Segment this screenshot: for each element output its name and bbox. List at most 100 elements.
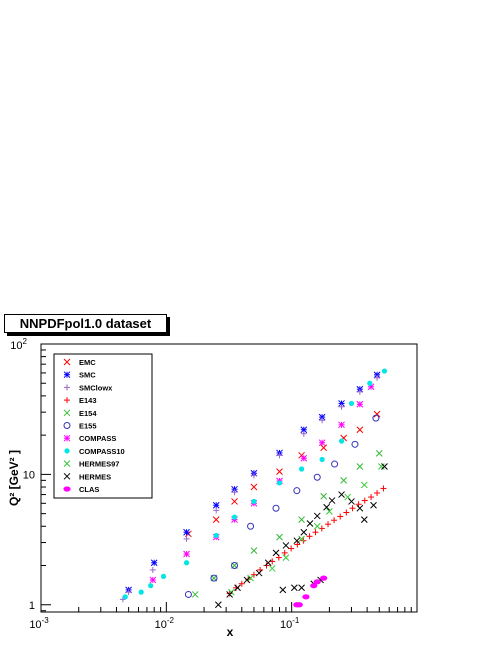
data-point	[313, 512, 321, 520]
data-point	[356, 504, 364, 512]
data-point	[373, 410, 381, 418]
data-point	[231, 498, 238, 505]
data-point	[183, 528, 190, 536]
legend-marker	[63, 358, 71, 366]
data-point	[298, 466, 305, 472]
y-tick-label: 102	[10, 337, 27, 352]
data-point	[318, 439, 326, 447]
legend-label: HERMES97	[79, 460, 119, 469]
legend-marker	[63, 434, 71, 442]
legend-label: COMPASS	[79, 434, 116, 443]
legend-entry: E143	[64, 396, 97, 405]
data-point	[148, 583, 154, 589]
legend-entry: SMClowx	[64, 383, 113, 392]
series-clas	[293, 575, 328, 608]
data-point	[263, 562, 270, 569]
data-point	[298, 584, 305, 592]
legend-label: COMPASS10	[79, 447, 125, 456]
legend-label: SMC	[79, 371, 96, 380]
data-point	[294, 541, 301, 548]
data-point	[293, 537, 301, 545]
data-point	[313, 522, 321, 530]
data-point	[125, 589, 132, 596]
legend-entry: COMPASS	[63, 434, 116, 443]
data-point	[149, 566, 156, 573]
data-point	[184, 590, 192, 598]
data-point	[298, 535, 305, 543]
data-point	[251, 498, 257, 505]
x-tick-label: 10-1	[280, 616, 300, 631]
data-point	[160, 573, 167, 580]
legend-entry: E155	[63, 422, 97, 431]
y-tick-label: 1	[29, 600, 35, 612]
data-point	[250, 472, 257, 479]
data-point	[375, 449, 383, 457]
data-point	[231, 514, 238, 520]
series-e155	[184, 414, 380, 598]
legend-marker	[63, 409, 71, 417]
data-point	[320, 492, 328, 500]
data-point	[326, 508, 333, 515]
data-point	[238, 580, 245, 587]
data-point	[247, 522, 255, 530]
data-point	[295, 602, 303, 608]
data-point	[331, 517, 338, 524]
data-point	[374, 374, 381, 381]
series-e154	[191, 449, 383, 598]
x-axis-title: x	[227, 625, 234, 639]
data-point	[337, 513, 344, 520]
data-point	[356, 426, 364, 434]
data-point	[338, 491, 345, 498]
legend-entry: CLAS	[63, 485, 99, 494]
y-axis-title: Q² [GeV² ]	[7, 450, 21, 506]
data-point	[306, 520, 314, 527]
data-point	[282, 554, 290, 561]
data-point	[231, 489, 238, 496]
legend-label: CLAS	[79, 485, 99, 494]
data-point	[300, 454, 308, 462]
data-point	[320, 444, 328, 452]
data-point	[328, 497, 336, 504]
data-point	[367, 380, 373, 386]
data-point	[338, 400, 345, 407]
legend-marker	[64, 384, 70, 391]
data-point	[234, 584, 241, 592]
data-points	[119, 368, 388, 609]
axis-ticks	[40, 343, 418, 612]
data-point	[319, 456, 325, 463]
data-point	[226, 591, 233, 598]
legend-label: HERMES	[79, 472, 111, 481]
data-point	[276, 533, 283, 541]
legend-marker	[63, 460, 71, 467]
data-point	[247, 574, 254, 582]
y-tick-label: 10	[23, 469, 35, 481]
data-point	[231, 562, 239, 570]
data-point	[264, 559, 272, 567]
data-point	[340, 476, 348, 484]
data-point	[313, 473, 321, 481]
data-point	[138, 589, 144, 595]
data-point	[378, 463, 385, 470]
data-point	[150, 559, 158, 567]
data-point	[325, 521, 332, 528]
legend-label: E154	[79, 409, 97, 418]
data-point	[360, 516, 368, 523]
data-point	[255, 569, 263, 577]
data-point	[360, 481, 368, 489]
x-tick-labels: 10-3 10-2 10-1	[29, 616, 300, 631]
data-point	[370, 501, 377, 509]
data-point	[319, 417, 326, 424]
data-point	[348, 498, 355, 505]
data-point	[276, 452, 283, 459]
data-point	[290, 584, 298, 592]
data-point	[374, 489, 381, 496]
legend-label: SMClowx	[79, 383, 113, 392]
data-point	[300, 528, 308, 536]
data-point	[300, 430, 307, 437]
data-point	[381, 463, 388, 470]
data-point	[281, 549, 288, 556]
series-e143	[226, 485, 387, 597]
data-point	[212, 501, 220, 509]
legend-entry: SMC	[63, 371, 96, 380]
legend-marker	[63, 422, 71, 429]
